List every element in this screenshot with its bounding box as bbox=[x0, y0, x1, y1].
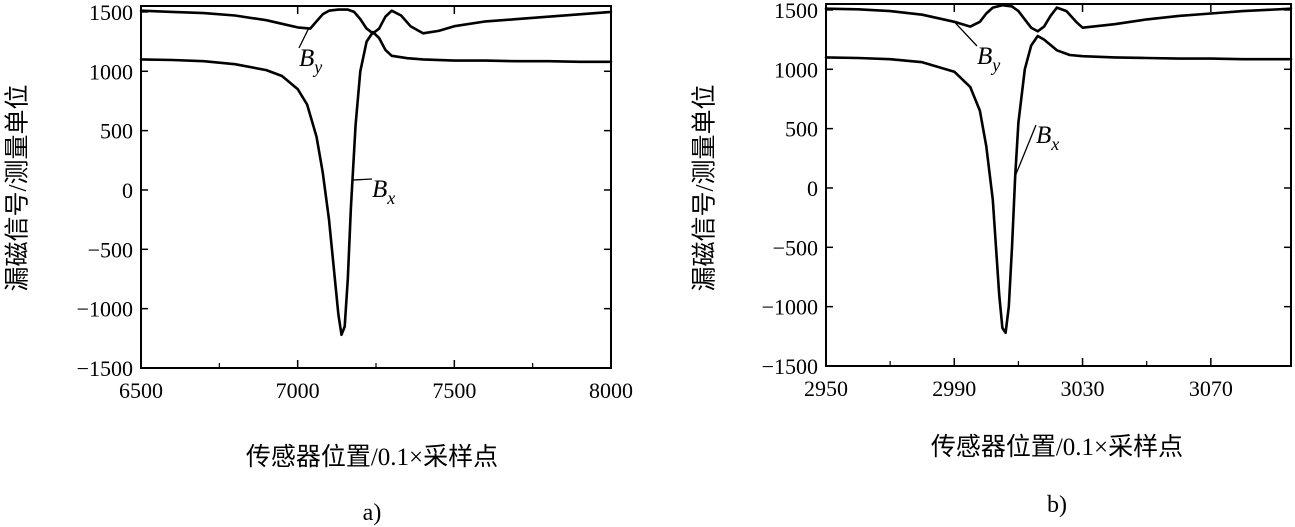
annotation-label-by: By bbox=[299, 45, 322, 77]
y-tick-label: −500 bbox=[88, 237, 133, 262]
panel-a-label: a) bbox=[363, 500, 382, 526]
panel-a-series bbox=[139, 8, 613, 337]
panel-b-label: b) bbox=[1047, 492, 1067, 518]
y-tick-label: 1000 bbox=[774, 57, 818, 82]
annotation-leader-bx bbox=[1014, 124, 1037, 177]
y-tick-label: −500 bbox=[773, 235, 818, 260]
panel-a-annotations: By Bx bbox=[298, 28, 395, 208]
x-tick-label: 2990 bbox=[932, 376, 976, 401]
panel-a-y-axis-label: 漏磁信号/测量单位 bbox=[4, 85, 32, 292]
panel-b-y-ticks: 1500 1000 500 0 −500 −1000 −1500 bbox=[762, 0, 1291, 379]
annotation-leader-by bbox=[953, 21, 978, 47]
y-tick-label: 0 bbox=[807, 176, 818, 201]
annotation-leader-by bbox=[298, 28, 310, 49]
x-tick-label: 2950 bbox=[804, 376, 848, 401]
y-tick-label: 1500 bbox=[89, 0, 133, 25]
series-line-by bbox=[139, 8, 613, 35]
series-line-by bbox=[824, 3, 1293, 33]
y-tick-label: −1500 bbox=[762, 354, 818, 379]
x-tick-label: 3070 bbox=[1189, 376, 1233, 401]
x-tick-label: 6500 bbox=[119, 378, 163, 403]
y-tick-label: 500 bbox=[100, 119, 133, 144]
annotation-label-bx: Bx bbox=[372, 176, 395, 208]
y-tick-label: 1500 bbox=[774, 0, 818, 23]
annotation-label-by: By bbox=[977, 43, 1000, 75]
panel-b-annotations: By Bx bbox=[953, 21, 1059, 177]
y-tick-label: −1500 bbox=[77, 356, 133, 381]
panel-b-series bbox=[824, 3, 1293, 335]
panel-b-y-axis-label: 漏磁信号/测量单位 bbox=[691, 85, 719, 292]
panel-a: 6500 7000 7500 8000 1500 1000 500 0 −500 −1000 −1… bbox=[4, 0, 633, 526]
y-tick-label: 0 bbox=[122, 178, 133, 203]
y-tick-label: 1000 bbox=[89, 59, 133, 84]
panel-b-plot-frame bbox=[825, 3, 1292, 367]
series-line-bx bbox=[139, 30, 613, 337]
panel-a-x-axis-label: 传感器位置/0.1×采样点 bbox=[246, 443, 498, 471]
panel-b-x-axis-label: 传感器位置/0.1×采样点 bbox=[931, 433, 1183, 461]
panel-b: 2950 2990 3030 3070 1500 1000 500 0 −500 −1000 −1… bbox=[691, 0, 1293, 518]
y-tick-label: −1000 bbox=[762, 295, 818, 320]
x-tick-label: 7500 bbox=[432, 378, 476, 403]
x-tick-label: 7000 bbox=[276, 378, 320, 403]
x-tick-label: 3030 bbox=[1061, 376, 1105, 401]
y-tick-label: −1000 bbox=[77, 297, 133, 322]
series-line-bx bbox=[824, 34, 1293, 335]
annotation-leader-bx bbox=[352, 178, 373, 181]
x-tick-label: 8000 bbox=[589, 378, 633, 403]
panel-b-x-ticks: 2950 2990 3030 3070 bbox=[804, 4, 1233, 401]
panel-a-x-ticks: 6500 7000 7500 8000 bbox=[119, 6, 633, 403]
y-tick-label: 500 bbox=[785, 117, 818, 142]
annotation-label-bx: Bx bbox=[1036, 122, 1059, 154]
